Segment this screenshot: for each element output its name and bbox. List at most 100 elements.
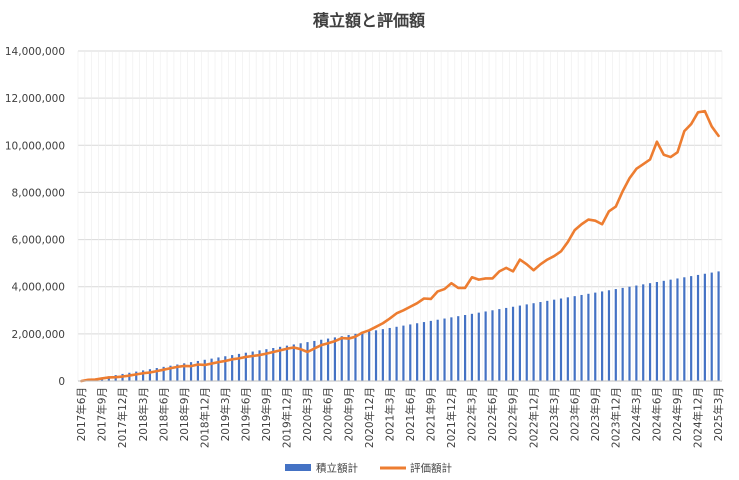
x-tick-label: 2024年12月 [692,387,705,448]
bar [313,340,316,381]
series-line [80,109,720,383]
bar [374,330,378,381]
bar [231,355,234,381]
bar [224,356,227,381]
x-tick-label: 2024年3月 [630,387,643,441]
line-series-評価額計 [80,109,720,383]
x-tick-label: 2024年6月 [651,387,664,441]
bar [135,371,138,381]
x-tick-label: 2019年3月 [219,387,232,441]
x-tick-label: 2018年3月 [137,387,150,441]
y-tick-label: 2,000,000 [12,329,65,341]
x-tick-label: 2024年9月 [671,387,684,441]
bar [553,299,556,381]
bar [189,362,193,381]
bar [251,351,254,381]
bar [676,278,679,381]
bar [655,282,659,381]
x-tick-label: 2019年9月 [260,387,273,441]
bar [285,345,289,381]
bar [203,359,206,381]
x-tick-label: 2023年12月 [609,387,622,448]
bar [422,322,426,381]
x-tick-label: 2025年3月 [712,387,725,441]
bar [457,316,460,381]
bar [395,326,398,381]
bar [354,333,357,381]
bar [176,364,179,381]
x-tick-label: 2018年12月 [198,387,211,448]
x-tick-label: 2022年9月 [507,387,520,441]
x-axis: 2017年6月 2017年9月 2017年12月 2018年3月 2018年6月 2018… [75,380,725,448]
bar [340,336,343,381]
bar [621,287,624,381]
bar [648,283,652,381]
bar [559,298,563,381]
bar [436,319,439,381]
bar [525,304,528,381]
x-tick-label: 2021年12月 [445,387,458,448]
y-tick-label: 6,000,000 [12,235,65,247]
bar [258,350,261,381]
x-tick-label: 2023年6月 [568,387,581,441]
bar [210,358,213,381]
bar [539,302,542,381]
bar [635,285,638,381]
bar [642,284,645,381]
bar [498,309,501,381]
bar [429,320,432,381]
bar [710,272,713,381]
x-tick-label: 2020年3月 [301,387,314,441]
x-tick-label: 2020年6月 [322,387,335,441]
bar [141,370,145,381]
y-tick-label: 0 [58,376,65,388]
legend-label-積立額計: 積立額計 [316,462,358,475]
bar [607,290,611,381]
legend: 積立額計 評価額計 [285,462,452,475]
bar [587,293,590,381]
legend-label-評価額計: 評価額計 [410,462,452,475]
bar [244,352,247,381]
bar [347,335,350,381]
bar [402,325,405,381]
x-tick-label: 2018年6月 [157,387,170,441]
bar [628,286,631,381]
x-tick-label: 2020年12月 [363,387,376,448]
x-tick-label: 2022年6月 [486,387,499,441]
bar [320,339,323,381]
x-tick-label: 2019年6月 [240,387,253,441]
x-tick-label: 2019年12月 [281,387,294,448]
bar [566,297,569,381]
bar [463,315,467,381]
x-tick-label: 2021年3月 [383,387,396,441]
bar [511,306,515,381]
bar [183,363,186,381]
y-tick-label: 4,000,000 [12,282,65,294]
bar [690,276,693,381]
x-tick-label: 2023年9月 [589,387,602,441]
chart-title: 積立額と評価額 [312,11,425,30]
x-tick-label: 2021年9月 [425,387,438,441]
bar [292,344,295,381]
y-tick-label: 12,000,000 [5,93,65,105]
bar [546,300,549,381]
bar [491,310,494,381]
bar [696,274,700,381]
bar [306,342,309,381]
bar [573,296,576,381]
bar [662,280,665,381]
x-tick-label: 2017年9月 [96,387,109,441]
bar [532,303,535,381]
y-tick-label: 14,000,000 [5,46,65,58]
x-tick-label: 2018年9月 [178,387,191,441]
bar [443,318,446,381]
bar [169,365,172,381]
bar [333,337,337,381]
x-tick-label: 2022年3月 [466,387,479,441]
bar [450,317,453,381]
x-tick-label: 2020年9月 [342,387,355,441]
bar [162,366,165,381]
bar [601,291,604,381]
y-tick-label: 8,000,000 [12,187,65,199]
